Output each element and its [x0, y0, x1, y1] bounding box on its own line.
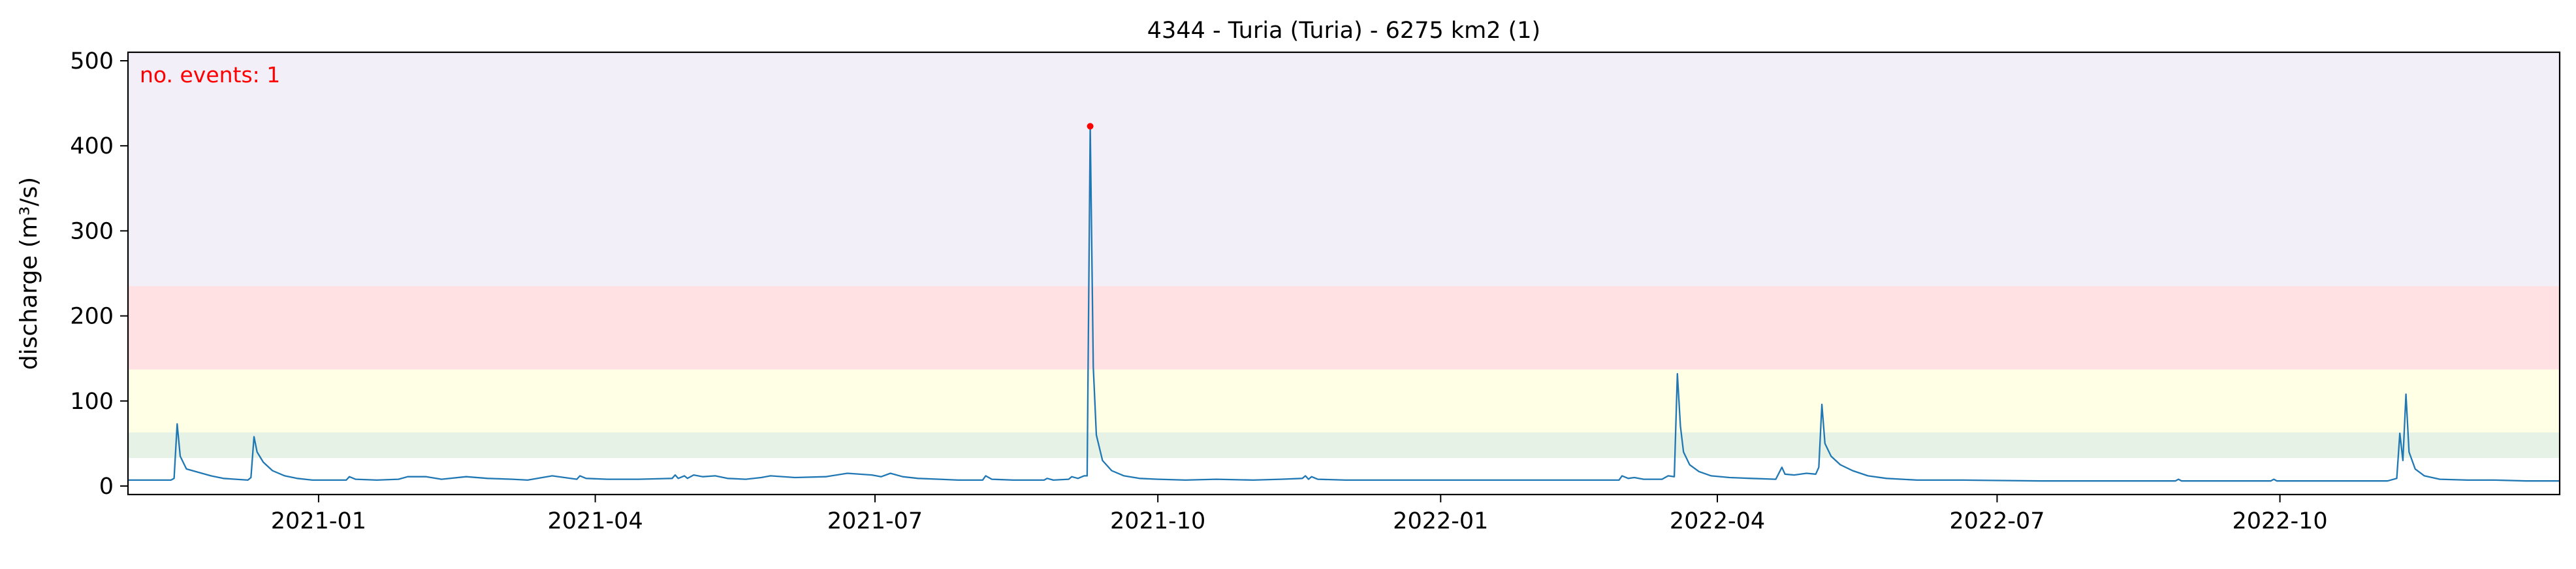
y-tick-label: 200 [70, 304, 114, 330]
x-tick-label: 2021-01 [271, 508, 366, 534]
series-layer [128, 125, 2560, 482]
threshold-bands [128, 52, 2560, 459]
y-tick-label: 500 [70, 48, 114, 74]
y-tick-label: 100 [70, 389, 114, 415]
y-axis: 0 100 200 300 400 500 [70, 48, 128, 500]
x-tick-label: 2021-07 [827, 508, 923, 534]
event-marker-1 [1087, 123, 1094, 130]
y-tick-label: 300 [70, 218, 114, 244]
axes-frame [127, 51, 2561, 496]
y-tick-label: 400 [70, 133, 114, 159]
y-tick-label: 0 [99, 474, 114, 500]
events-layer [1087, 123, 1094, 130]
series-line-1 [128, 125, 2560, 482]
x-tick-label: 2022-04 [1670, 508, 1765, 534]
events-count-annotation: no. events: 1 [140, 62, 280, 88]
x-tick-label: 2022-07 [1949, 508, 2044, 534]
threshold-band-3 [128, 286, 2560, 370]
chart-title: 4344 - Turia (Turia) - 6275 km2 (1) [1147, 18, 1540, 44]
x-tick-label: 2021-10 [1110, 508, 1205, 534]
x-axis: 2021-01 2021-04 2021-07 2021-10 2022-01 2022-… [271, 495, 2328, 534]
x-tick-label: 2022-10 [2232, 508, 2327, 534]
y-axis-label: discharge (m³/s) [16, 177, 42, 370]
threshold-band-4 [128, 52, 2560, 287]
x-tick-label: 2022-01 [1393, 508, 1488, 534]
threshold-band-1 [128, 432, 2560, 459]
threshold-band-2 [128, 369, 2560, 432]
x-tick-label: 2021-04 [547, 508, 643, 534]
